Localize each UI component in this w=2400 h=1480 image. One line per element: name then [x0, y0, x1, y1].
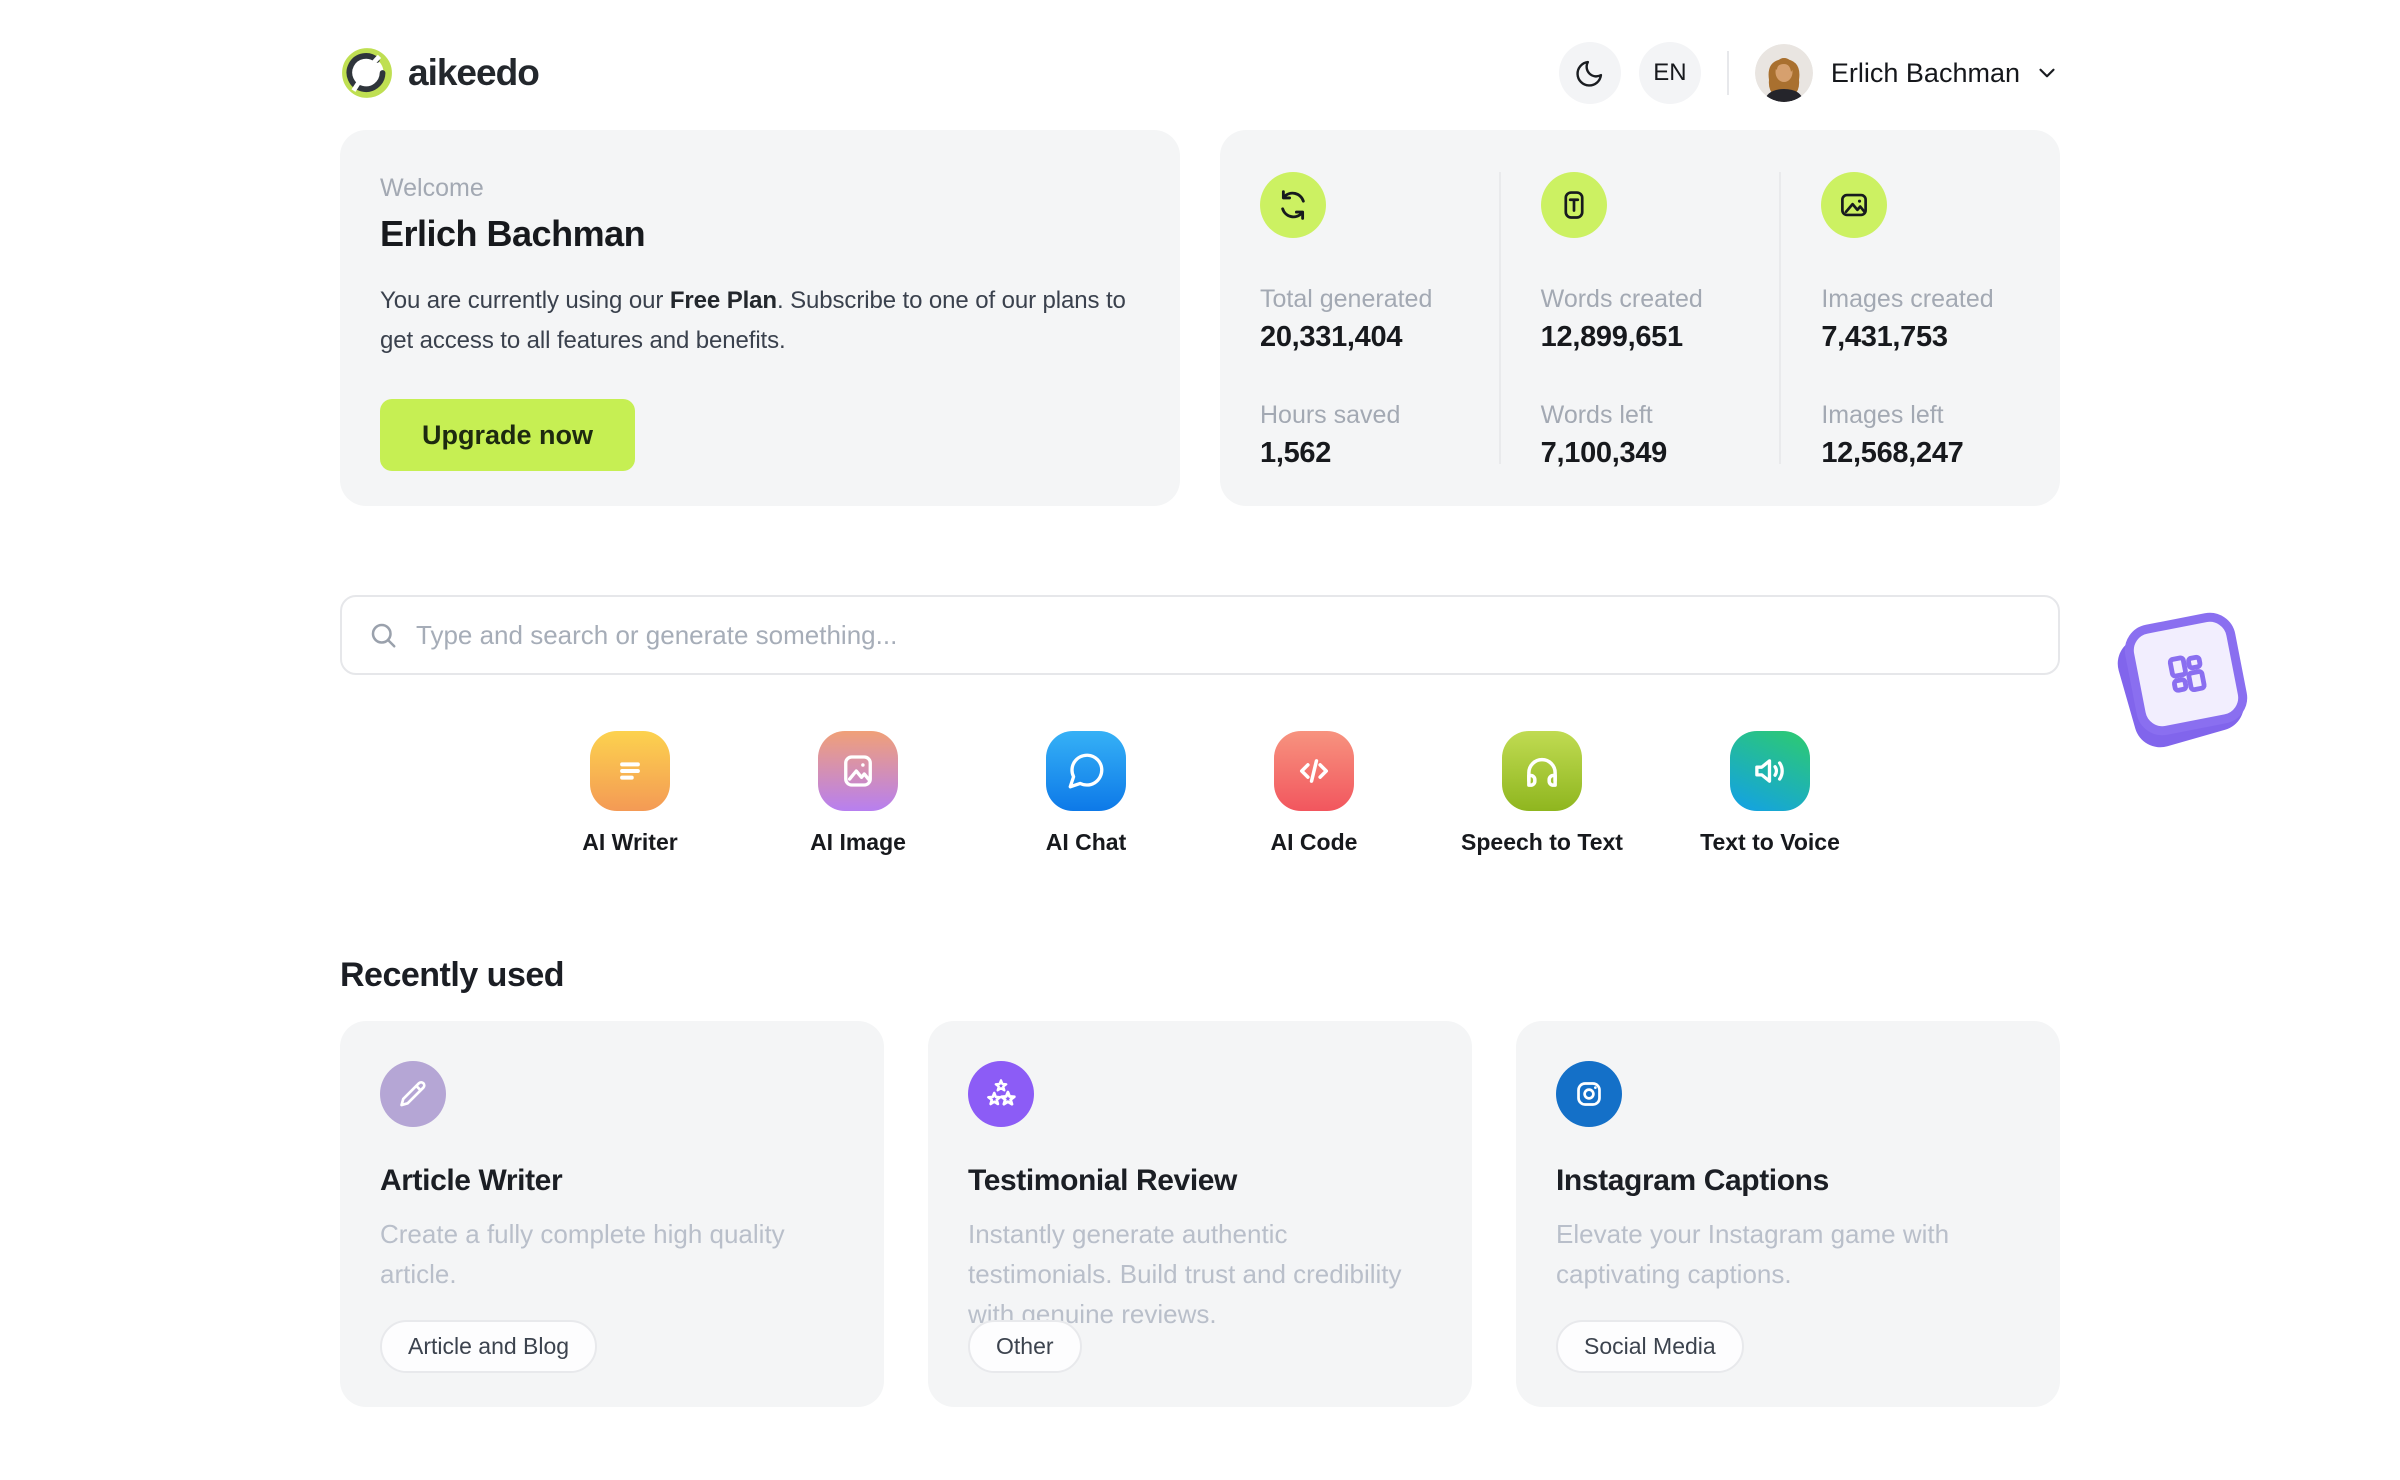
plan-message: You are currently using our Free Plan. S…	[380, 287, 1126, 354]
stat-value: 12,899,651	[1540, 321, 1683, 353]
text-lines-icon	[590, 731, 670, 811]
instagram-icon	[1556, 1061, 1622, 1127]
tool-label: Text to Voice	[1700, 829, 1840, 855]
tools-row: AI Writer AI Image AI	[340, 731, 2060, 856]
stars-icon	[968, 1061, 1034, 1127]
stat-label: Images created	[1821, 285, 1994, 313]
apps-sticker	[2111, 608, 2252, 754]
chat-bubble-icon	[1046, 731, 1126, 811]
image-icon	[1821, 172, 1888, 238]
dashboard-grid-icon	[2120, 608, 2252, 740]
stat-col-generated: Total generated 20,331,404 Hours saved 1…	[1220, 172, 1499, 469]
stat-col-words: Words created 12,899,651 Words left 7,10…	[1498, 172, 1780, 469]
user-name: Erlich Bachman	[1830, 57, 2020, 88]
text-icon	[1540, 172, 1607, 238]
stat-label: Total generated	[1260, 285, 1433, 313]
tool-label: AI Writer	[582, 829, 678, 855]
recent-card-title: Instagram Captions	[1556, 1164, 1829, 1197]
chevron-down-icon	[2039, 68, 2055, 78]
search-bar	[340, 595, 2060, 675]
recent-card-article-writer[interactable]: Article Writer Create a fully complete h…	[340, 1021, 884, 1407]
refresh-icon	[1260, 172, 1326, 238]
tool-ai-image[interactable]: AI Image	[744, 731, 972, 856]
recent-card-description: Elevate your Instagram game with captiva…	[1556, 1219, 1950, 1289]
stat-label: Words left	[1540, 401, 1653, 429]
stat-value: 1,562	[1260, 437, 1332, 469]
recent-card-testimonial-review[interactable]: Testimonial Review Instantly generate au…	[928, 1021, 1472, 1407]
tool-text-to-voice[interactable]: Text to Voice	[1656, 731, 1884, 856]
stat-col-images: Images created 7,431,753 Images left 12,…	[1779, 172, 2060, 469]
tool-ai-writer[interactable]: AI Writer	[516, 731, 744, 856]
usage-stats-card: Total generated 20,331,404 Hours saved 1…	[1220, 130, 2060, 506]
photo-icon	[818, 731, 898, 811]
stat-value: 20,331,404	[1260, 321, 1403, 353]
stat-value: 7,431,753	[1821, 321, 1948, 353]
stat-label: Images left	[1821, 401, 1944, 429]
header-divider	[1726, 51, 1729, 95]
plan-name: Free Plan	[669, 287, 777, 314]
speaker-icon	[1730, 731, 1810, 811]
category-tag: Other	[968, 1320, 1082, 1373]
recent-card-title: Testimonial Review	[968, 1164, 1237, 1197]
category-tag: Article and Blog	[380, 1320, 598, 1373]
search-input[interactable]	[416, 619, 2032, 651]
upgrade-button[interactable]: Upgrade now	[380, 399, 636, 471]
language-button[interactable]: EN	[1638, 42, 1701, 104]
brand-swirl-icon	[340, 46, 394, 100]
recent-card-title: Article Writer	[380, 1164, 563, 1197]
stat-value: 7,100,349	[1540, 437, 1668, 469]
welcome-user-name: Erlich Bachman	[380, 213, 646, 254]
tool-label: AI Code	[1270, 829, 1358, 855]
category-tag: Social Media	[1556, 1320, 1744, 1373]
brand-name: aikeedo	[408, 52, 540, 93]
stat-value: 12,568,247	[1821, 437, 1964, 469]
brand[interactable]: aikeedo	[340, 46, 540, 100]
theme-toggle-button[interactable]	[1558, 42, 1621, 104]
tool-speech-to-text[interactable]: Speech to Text	[1428, 731, 1656, 856]
welcome-eyebrow: Welcome	[380, 174, 484, 202]
top-cards-row: Welcome Erlich Bachman You are currently…	[340, 130, 2060, 506]
pencil-icon	[380, 1061, 446, 1127]
user-menu[interactable]: Erlich Bachman	[1754, 44, 2060, 102]
tool-ai-chat[interactable]: AI Chat	[972, 731, 1200, 856]
recent-card-description: Create a fully complete high quality art…	[380, 1219, 785, 1289]
code-icon	[1274, 731, 1354, 811]
stat-label: Words created	[1540, 285, 1703, 313]
dashboard-page: aikeedo EN	[340, 0, 2252, 1407]
tool-ai-code[interactable]: AI Code	[1200, 731, 1428, 856]
header: aikeedo EN	[340, 0, 2060, 104]
headphones-icon	[1502, 731, 1582, 811]
search-icon	[368, 620, 398, 650]
tool-label: AI Chat	[1045, 829, 1127, 855]
recently-used-heading: Recently used	[340, 956, 565, 994]
recent-cards-row: Article Writer Create a fully complete h…	[340, 1021, 2060, 1407]
stat-label: Hours saved	[1260, 401, 1401, 429]
moon-icon	[1574, 57, 1606, 89]
avatar	[1754, 44, 1813, 102]
welcome-card: Welcome Erlich Bachman You are currently…	[340, 130, 1180, 506]
header-actions: EN	[1558, 42, 2060, 104]
tool-label: Speech to Text	[1461, 829, 1623, 855]
recent-card-description: Instantly generate authentic testimonial…	[968, 1219, 1402, 1329]
tool-label: AI Image	[810, 829, 906, 855]
recent-card-instagram-captions[interactable]: Instagram Captions Elevate your Instagra…	[1516, 1021, 2060, 1407]
